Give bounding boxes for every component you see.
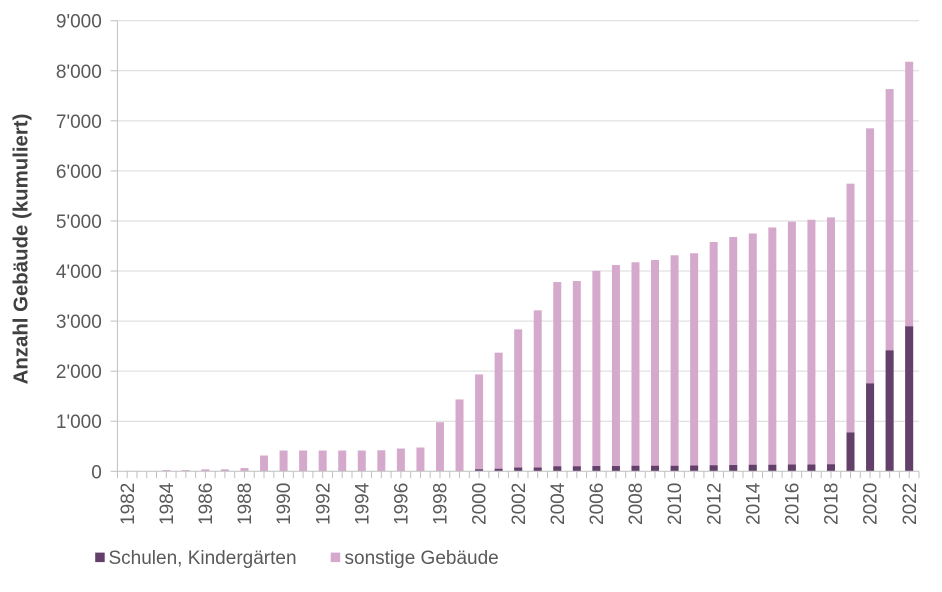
svg-text:3'000: 3'000 bbox=[56, 312, 102, 333]
svg-text:Schulen, Kindergärten: Schulen, Kindergärten bbox=[109, 548, 297, 569]
svg-text:9'000: 9'000 bbox=[56, 12, 102, 33]
svg-text:1990: 1990 bbox=[274, 483, 295, 525]
svg-text:2004: 2004 bbox=[548, 482, 569, 525]
svg-text:1996: 1996 bbox=[391, 483, 412, 525]
svg-text:1988: 1988 bbox=[235, 483, 256, 525]
svg-text:2006: 2006 bbox=[587, 483, 608, 525]
svg-text:1998: 1998 bbox=[431, 483, 452, 525]
svg-text:7'000: 7'000 bbox=[56, 112, 102, 133]
svg-text:4'000: 4'000 bbox=[56, 262, 102, 283]
svg-text:2018: 2018 bbox=[822, 483, 843, 525]
svg-text:6'000: 6'000 bbox=[56, 162, 102, 183]
svg-text:sonstige Gebäude: sonstige Gebäude bbox=[345, 548, 499, 569]
svg-text:0: 0 bbox=[91, 462, 102, 483]
svg-text:2000: 2000 bbox=[470, 483, 491, 525]
svg-text:2020: 2020 bbox=[861, 483, 882, 525]
svg-text:2014: 2014 bbox=[743, 482, 764, 525]
svg-text:1986: 1986 bbox=[196, 483, 217, 525]
svg-text:1982: 1982 bbox=[118, 483, 139, 525]
svg-text:2010: 2010 bbox=[665, 483, 686, 525]
svg-text:2022: 2022 bbox=[900, 483, 921, 525]
svg-text:1992: 1992 bbox=[313, 483, 334, 525]
svg-text:2002: 2002 bbox=[509, 483, 530, 525]
svg-text:1994: 1994 bbox=[352, 482, 373, 525]
svg-text:2016: 2016 bbox=[782, 483, 803, 525]
svg-text:1'000: 1'000 bbox=[56, 412, 102, 433]
svg-text:2008: 2008 bbox=[626, 483, 647, 525]
svg-text:2'000: 2'000 bbox=[56, 362, 102, 383]
svg-text:8'000: 8'000 bbox=[56, 62, 102, 83]
svg-text:1984: 1984 bbox=[157, 482, 178, 525]
svg-text:2012: 2012 bbox=[704, 483, 725, 525]
svg-text:5'000: 5'000 bbox=[56, 212, 102, 233]
svg-text:Anzahl Gebäude (kumuliert): Anzahl Gebäude (kumuliert) bbox=[10, 114, 32, 385]
